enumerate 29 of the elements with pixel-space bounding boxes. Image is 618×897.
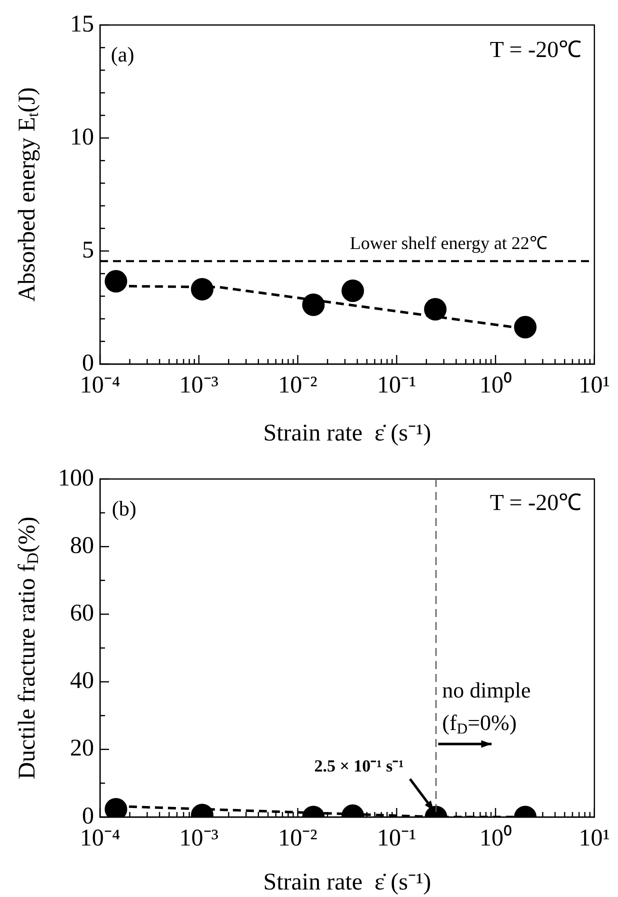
y-tick-label: 15 xyxy=(70,11,94,38)
y-axis-title: Ductile fracture ratio fD(%) xyxy=(14,516,42,780)
x-tick-label: 10⁰ xyxy=(480,372,512,399)
annotation: T = -20℃ xyxy=(490,37,582,62)
ref-line-label: Lower shelf energy at 22℃ xyxy=(350,232,548,253)
y-tick-label: 5 xyxy=(82,237,94,264)
x-tick-label: 10⁻³ xyxy=(179,826,218,852)
x-tick-label: 10¹ xyxy=(578,372,610,399)
y-tick-label: 100 xyxy=(58,465,94,492)
y-tick-label: 40 xyxy=(70,668,94,694)
annotation: no dimple xyxy=(442,678,531,703)
x-tick-label: 10⁻² xyxy=(278,826,318,852)
annotation: (a) xyxy=(110,42,134,66)
x-tick-label: 10⁻² xyxy=(278,372,318,399)
x-axis-title: Strain rate ε̇ (s⁻¹) xyxy=(263,869,432,896)
annotation: 2.5 × 10⁻¹ s⁻¹ xyxy=(314,756,404,776)
x-tick-label: 10¹ xyxy=(578,826,610,852)
x-tick-label: 10⁻¹ xyxy=(377,826,416,852)
annotation: T = -20℃ xyxy=(490,490,582,516)
x-tick-label: 10⁻³ xyxy=(179,372,218,399)
y-tick-label: 80 xyxy=(70,532,94,559)
y-tick-label: 20 xyxy=(70,736,94,762)
x-tick-label: 10⁰ xyxy=(480,824,512,852)
annotation: (b) xyxy=(112,496,136,521)
y-tick-label: 60 xyxy=(70,600,94,626)
x-tick-label: 10⁻¹ xyxy=(377,372,416,399)
y-tick-label: 10 xyxy=(70,124,94,150)
x-axis-title: Strain rate ε̇ (s⁻¹) xyxy=(263,420,432,446)
y-axis-title: Absorbed energy Et(J) xyxy=(14,87,42,302)
